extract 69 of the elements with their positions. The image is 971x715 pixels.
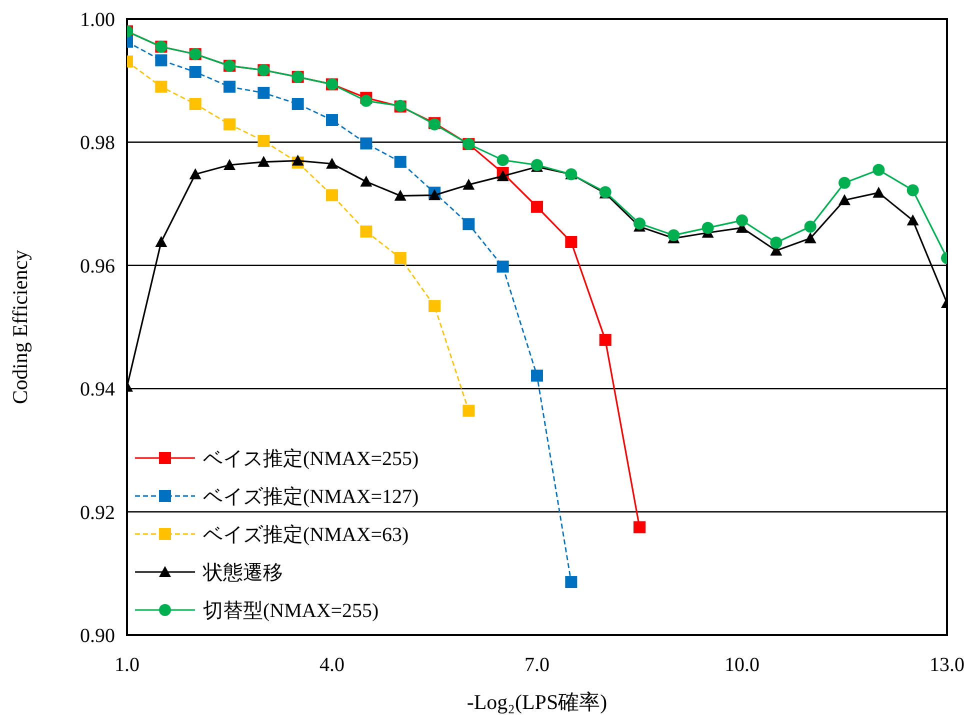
point (872, 186, 885, 198)
point (360, 226, 372, 238)
point (702, 222, 714, 234)
point (634, 218, 646, 230)
y-tick-label: 0.92 (80, 502, 115, 524)
point (462, 218, 475, 230)
legend-label: ベイズ推定(NMAX=127) (203, 486, 419, 508)
y-tick-label: 0.96 (80, 255, 115, 278)
x-axis-title: -Log₂(LPS確率) (466, 690, 608, 714)
point (155, 236, 168, 247)
point (496, 260, 509, 273)
point (224, 118, 236, 130)
y-tick-label: 0.90 (80, 625, 115, 647)
point (189, 66, 202, 78)
point (394, 190, 406, 201)
point (224, 158, 236, 170)
point (668, 229, 680, 242)
point (360, 137, 372, 150)
point (565, 236, 578, 248)
point (292, 154, 304, 166)
point (838, 176, 850, 189)
point (258, 86, 270, 99)
point (326, 189, 338, 202)
point (736, 214, 748, 226)
point (565, 576, 578, 588)
y-tick-label: 0.94 (80, 378, 115, 401)
point (462, 404, 475, 417)
point (804, 232, 816, 244)
point (462, 178, 475, 190)
point (189, 168, 202, 180)
point (428, 189, 440, 200)
point (496, 170, 509, 182)
point (360, 176, 372, 187)
legend-label: 状態遷移 (202, 562, 283, 584)
point (258, 134, 270, 147)
point (224, 80, 236, 93)
x-tick-label: 1.0 (114, 654, 140, 676)
point (326, 114, 338, 126)
point (258, 156, 270, 167)
point (838, 194, 850, 206)
point (770, 236, 782, 249)
point (155, 80, 168, 93)
y-tick-label: 0.98 (80, 132, 115, 154)
point (804, 220, 816, 233)
point (428, 300, 440, 312)
point (394, 156, 406, 168)
point (360, 94, 372, 107)
y-tick-label: 1.00 (80, 9, 115, 31)
y-axis-title: Coding Efficiency (8, 249, 32, 404)
x-tick-label: 13.0 (930, 654, 964, 676)
legend-label: ベイズ推定(NMAX=63) (203, 524, 409, 546)
point (634, 521, 646, 534)
point (531, 200, 543, 213)
x-tick-label: 4.0 (320, 654, 344, 676)
point (496, 154, 509, 166)
point (292, 98, 304, 110)
point (906, 184, 919, 196)
x-tick-label: 7.0 (524, 654, 550, 676)
point (189, 98, 202, 110)
x-tick-label: 10.0 (724, 654, 760, 676)
point (599, 334, 612, 346)
point (906, 214, 919, 226)
point (394, 252, 406, 264)
legend-label: 切替型(NMAX=255) (203, 600, 379, 622)
legend-label: ベイス推定(NMAX=255) (203, 448, 419, 470)
point (326, 158, 338, 169)
point (155, 54, 168, 66)
point (872, 164, 885, 176)
point (531, 370, 543, 382)
